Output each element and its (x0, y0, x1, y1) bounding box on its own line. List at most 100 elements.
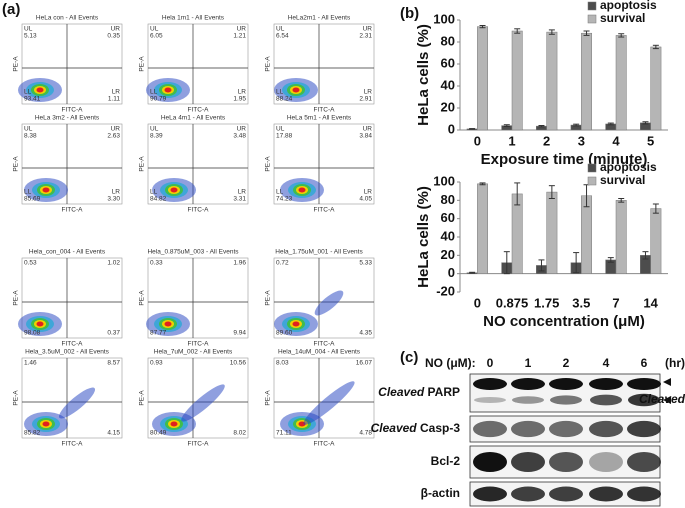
quadrant-name: UL (276, 126, 285, 133)
x-axis-label: Exposure time (minute) (481, 151, 648, 168)
quadrant-value: 1.96 (233, 260, 246, 267)
quadrant-name: UL (24, 26, 33, 33)
blot-band (473, 378, 507, 390)
error-bar (514, 182, 521, 206)
density-blob (42, 187, 50, 193)
plot-title: Hela_con_004 - All Events (29, 249, 106, 256)
quadrant-value: 5.33 (359, 260, 372, 267)
panel-label: (c) (400, 349, 418, 366)
flow-panel: HeLa con - All EventsPE-AFITC-AUL5.13UR0… (13, 15, 375, 448)
y-axis-label: HeLa cells (%) (415, 24, 432, 126)
plot-frame (147, 257, 249, 339)
quadrant-name: LL (150, 189, 158, 196)
x-tick-label: 5 (647, 133, 654, 148)
density-blob (292, 87, 300, 93)
x-axis-label: NO concentration (μM) (483, 313, 645, 330)
row-label-name: Bcl-2 (431, 454, 461, 468)
row-label-name: β-actin (421, 486, 460, 500)
axis-label: FITC-A (62, 341, 84, 348)
x-tick-label: 3 (578, 133, 585, 148)
error-bar (503, 251, 510, 275)
quadrant-value: 3.30 (107, 196, 120, 203)
plot-frame (273, 123, 375, 205)
x-tick-label: 1 (508, 133, 515, 148)
error-bar (538, 124, 545, 128)
y-tick-label: 80 (441, 192, 455, 207)
axis-label: PE-A (139, 290, 146, 306)
x-tick-label: 0.875 (496, 295, 529, 310)
axis-label: FITC-A (188, 441, 210, 448)
quadrant-name: LR (364, 89, 373, 96)
quadrant-value: 4.15 (107, 430, 120, 437)
axis-label: PE-A (265, 390, 272, 406)
density-blob (298, 187, 306, 193)
lane-label: 2 (563, 356, 570, 370)
quadrant-value: 1.21 (233, 33, 246, 40)
arrow-label: Cleaved (639, 392, 685, 406)
axis-label: FITC-A (188, 107, 210, 114)
lane-label: 0 (487, 356, 494, 370)
quadrant-name: LL (150, 89, 158, 96)
quadrant-value: 74.23 (276, 196, 293, 203)
axis-label: PE-A (265, 56, 272, 72)
axis-label: PE-A (265, 290, 272, 306)
unit-label: (hr) (665, 356, 685, 370)
blot-band (589, 452, 623, 472)
density-tail (303, 381, 355, 425)
row-label: Cleaved PARP (378, 385, 460, 399)
plot-frame (273, 23, 375, 105)
y-tick-label: 20 (441, 99, 455, 114)
quadrant-value: 0.93 (150, 360, 163, 367)
axis-label: FITC-A (188, 207, 210, 214)
row-label: Bcl-2 (431, 454, 461, 468)
density-blob (36, 321, 44, 327)
blot-band (590, 394, 622, 406)
bar (650, 208, 662, 274)
density-blob (164, 321, 172, 327)
axis-label: PE-A (13, 390, 20, 406)
quadrant-value: 4.05 (359, 196, 372, 203)
plot-title: Hela_0.875uM_003 - All Events (147, 249, 239, 256)
row-label-emphasis: Cleaved (371, 421, 418, 435)
bar-chart: 0 20 40 60 80 100 0 1 2 3 4 5 HeLa cells (%) Exposure… (415, 0, 668, 168)
axis-label: PE-A (13, 156, 20, 172)
quadrant-value: 98.08 (24, 330, 41, 337)
quadrant-value: 6.54 (276, 33, 289, 40)
bar (477, 26, 488, 131)
blot-band (627, 452, 661, 472)
plot-title: HeLa con - All Events (36, 15, 99, 22)
quadrant-value: 90.79 (150, 96, 167, 103)
plot-title: HeLa2m1 - All Events (288, 15, 351, 22)
error-bar (573, 123, 580, 127)
blot-band (549, 378, 583, 390)
error-bar (548, 185, 555, 199)
quadrant-value: 93.41 (24, 96, 41, 103)
axis-label: FITC-A (314, 207, 336, 214)
lane-label: 4 (603, 356, 610, 370)
quadrant-value: 80.49 (150, 430, 167, 437)
quadrant-value: 2.63 (107, 133, 120, 140)
bar (581, 32, 592, 131)
legend-swatch (587, 1, 597, 11)
density-blob (36, 87, 44, 93)
density-tail (181, 384, 225, 422)
quadrant-value: 8.02 (233, 430, 246, 437)
density-blob (292, 321, 300, 327)
error-bar (503, 124, 510, 127)
blot-band (589, 420, 623, 438)
density-blob (170, 187, 178, 193)
error-bar (652, 203, 659, 214)
error-bar (479, 25, 486, 29)
plot-title: HeLa 4m1 - All Events (161, 115, 226, 122)
blot-band (627, 420, 661, 438)
error-bar (469, 128, 476, 130)
plot-title: Hela_1.75uM_001 - All Events (275, 249, 363, 256)
x-tick-label: 0 (474, 133, 481, 148)
quadrant-name: UR (237, 126, 247, 133)
axis-label: FITC-A (188, 341, 210, 348)
legend-swatch (587, 176, 597, 186)
quadrant-name: LL (24, 189, 32, 196)
panel-label: (a) (2, 1, 20, 18)
